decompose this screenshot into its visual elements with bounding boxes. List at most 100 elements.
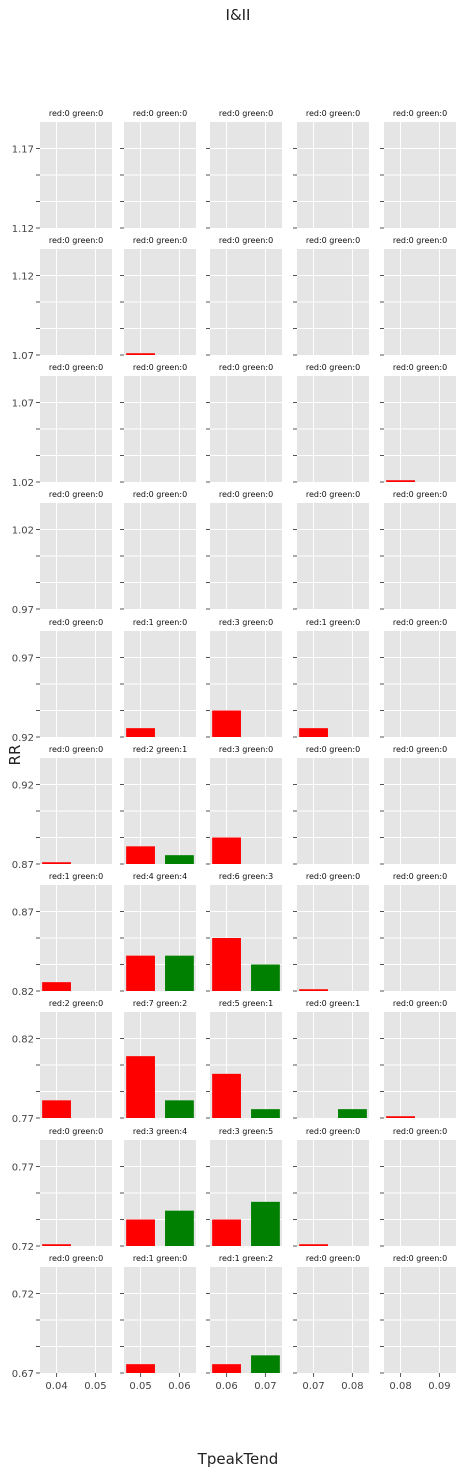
facet-panel: red:0 green:0 [206,109,282,229]
facet-panel: red:4 green:4 [120,872,196,992]
y-tick-label: 0.67 [12,1369,34,1380]
bar-red [386,1116,415,1118]
facet-panel: red:0 green:0 [380,872,456,992]
facet-panel: red:6 green:3 [206,872,282,992]
x-tick-label: 0.08 [389,1381,411,1392]
y-tick-label: 0.77 [12,1163,34,1174]
bar-green [165,1100,194,1118]
panel-title: red:0 green:0 [133,236,187,245]
facet-panel: red:0 green:0 [293,363,369,483]
y-tick-label: 0.82 [12,987,34,998]
panel-title: red:0 green:0 [49,236,103,245]
bar-red [212,710,241,737]
facet-panel: red:0 green:0 0.87 0.92 [12,745,112,871]
bar-red [126,846,155,864]
facet-panel: red:0 green:0 [120,236,196,356]
panel-title: red:0 green:0 [393,999,447,1008]
facet-panel: red:0 green:0 0.72 0.77 [12,1127,112,1253]
facet-panel: red:0 green:0 [380,490,456,610]
panel-title: red:0 green:0 [49,618,103,627]
panel-title: red:0 green:0 [306,1127,360,1136]
facet-panel: red:1 green:0 0.05 0.06 [120,1254,196,1392]
chart-title: I&II [226,6,251,24]
bar-green [165,855,194,864]
panel-title: red:3 green:0 [219,618,273,627]
panel-title: red:0 green:0 [49,1254,103,1263]
facet-panel: red:1 green:2 0.06 0.07 [206,1254,282,1392]
y-tick-label: 0.92 [12,781,34,792]
panel-title: red:3 green:5 [219,1127,273,1136]
facet-panel: red:3 green:0 [206,618,282,738]
facet-panel: red:0 green:0 [120,109,196,229]
bar-green [165,1210,194,1246]
bar-red [126,955,155,991]
panel-title: red:0 green:0 [219,490,273,499]
panel-title: red:0 green:0 [393,745,447,754]
facet-panel: red:3 green:5 [206,1127,282,1247]
bar-red [126,728,155,737]
facet-panel: red:0 green:0 [380,109,456,229]
facet-panel: red:0 green:0 [293,236,369,356]
facet-panel: red:0 green:0 [293,872,369,992]
y-axis-title: RR [6,745,24,766]
bar-red [42,1244,71,1246]
panel-title: red:0 green:0 [49,1127,103,1136]
facet-panel: red:0 green:0 [293,109,369,229]
y-tick-label: 1.12 [12,224,34,235]
facet-panel: red:2 green:1 [120,745,196,865]
panel-title: red:0 green:1 [306,999,360,1008]
panel-title: red:6 green:3 [219,872,273,881]
bar-red [42,982,71,991]
facet-panel: red:0 green:0 0.97 1.02 [12,490,112,616]
facet-panel: red:0 green:0 [380,745,456,865]
y-tick-label: 1.17 [12,145,34,156]
panel-title: red:0 green:0 [393,1127,447,1136]
facet-panel: red:0 green:0 [293,1127,369,1247]
panel-title: red:1 green:0 [133,618,187,627]
bar-red [386,480,415,482]
facet-panel: red:3 green:0 [206,745,282,865]
panel-title: red:2 green:0 [49,999,103,1008]
bar-red [42,862,71,864]
bar-red [126,353,155,355]
panel-title: red:0 green:0 [219,109,273,118]
panel-title: red:3 green:0 [219,745,273,754]
facet-panel: red:0 green:0 [293,490,369,610]
panel-title: red:0 green:0 [393,1254,447,1263]
y-tick-label: 1.12 [12,272,34,283]
facet-panel: red:0 green:0 [380,236,456,356]
bar-red [212,837,241,864]
facet-panel: red:0 green:0 1.07 1.12 [12,236,112,362]
facet-panel: red:0 green:0 [120,490,196,610]
bar-green [165,955,194,991]
panel-title: red:2 green:1 [133,745,187,754]
bar-green [251,964,280,991]
facet-panel: red:2 green:0 0.77 0.82 [12,999,112,1125]
bar-red [299,989,328,991]
panel-title: red:0 green:0 [393,490,447,499]
panel-title: red:0 green:0 [49,109,103,118]
x-tick-label: 0.04 [45,1381,67,1392]
panel-title: red:1 green:0 [49,872,103,881]
bar-red [299,1244,328,1246]
bar-red [126,1219,155,1246]
facet-panel: red:0 green:0 [380,999,456,1119]
facet-panel: red:0 green:0 [120,363,196,483]
bar-green [251,1201,280,1246]
facet-panel: red:0 green:0 [380,363,456,483]
panel-title: red:0 green:0 [306,109,360,118]
panel-title: red:0 green:0 [306,490,360,499]
panel-title: red:0 green:0 [49,363,103,372]
panel-title: red:0 green:0 [306,363,360,372]
facet-panel: red:5 green:1 [206,999,282,1119]
x-tick-label: 0.05 [84,1381,106,1392]
facet-panel: red:7 green:2 [120,999,196,1119]
panel-title: red:7 green:2 [133,999,187,1008]
x-tick-label: 0.08 [341,1381,363,1392]
y-tick-label: 0.82 [12,1035,34,1046]
facet-panel: red:0 green:0 1.02 1.07 [12,363,112,489]
bar-red [299,728,328,737]
bar-green [338,1109,367,1118]
panel-title: red:0 green:0 [393,236,447,245]
